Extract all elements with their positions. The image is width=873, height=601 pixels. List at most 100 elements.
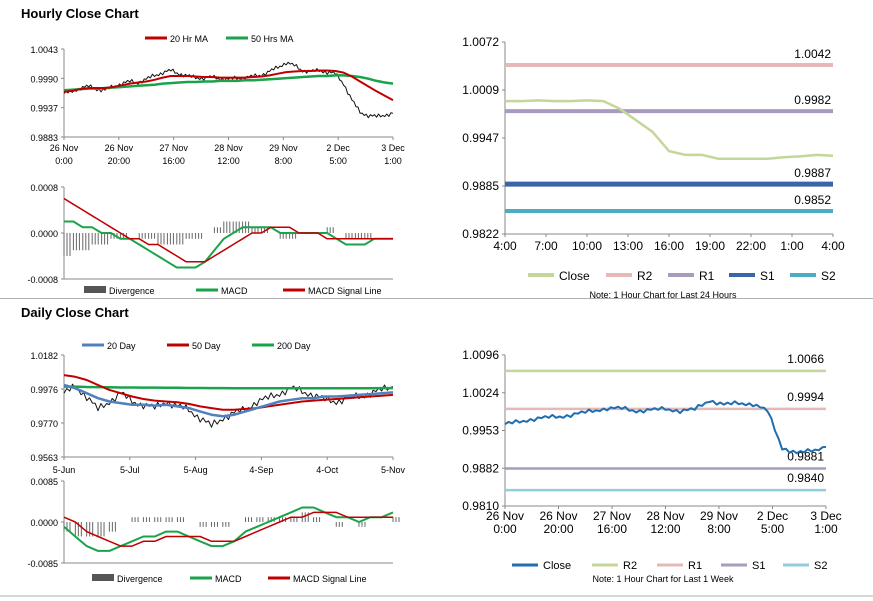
daily-macd-ytick-label: -0.0085 [27,559,58,569]
hourly-levels-legend-label: S2 [821,269,836,283]
daily-levels-note: Note: 1 Hour Chart for Last 1 Week [593,574,734,584]
daily-price-legend-label: 50 Day [192,341,221,351]
daily-macd-legend-label: Divergence [117,574,163,584]
hourly-close-line [63,61,394,119]
daily-price-xtick-label: 4-Sep [249,465,273,475]
hourly-price-ytick-label: 0.9937 [30,104,58,114]
hourly-price-xtick-label: 28 Nov [214,143,243,153]
daily-levels-ytick-label: 0.9953 [462,424,499,438]
daily-price-ytick-label: 0.9563 [30,453,58,463]
hourly-ma50-line [63,74,394,92]
hourly-levels-note: Note: 1 Hour Chart for Last 24 Hours [589,290,737,300]
hourly-price-xtick-label: 29 Nov [269,143,298,153]
daily-macd-legend-swatch [92,574,114,581]
daily-macd-ytick-label: 0.0085 [30,477,58,487]
hourly-levels-xtick-label: 10:00 [572,239,602,253]
hourly-signal-line [63,197,393,263]
hourly-level-s2-label: 0.9852 [794,193,831,207]
hourly-macd-legend-swatch [84,286,106,293]
hourly-price-xtick-label: 8:00 [275,156,293,166]
hourly-macd-ytick-label: 0.0008 [30,183,58,193]
daily-ma50-line [63,374,394,411]
hourly-levels-xtick-label: 22:00 [736,239,766,253]
hourly-price-xtick-label: 3 Dec [381,143,405,153]
hourly-price-legend-label: 20 Hr MA [170,34,208,44]
daily-level-s2-label: 0.9840 [787,471,824,485]
hourly-levels-xtick-label: 7:00 [534,239,558,253]
hourly-section-title: Hourly Close Chart [21,6,139,21]
daily-price-ytick-label: 0.9976 [30,385,58,395]
hourly-levels-close-line [505,99,834,160]
daily-levels-xtick-label: 2 Dec [757,509,788,523]
hourly-levels-legend-label: Close [559,269,590,283]
hourly-macd-legend-label: MACD [221,286,248,296]
daily-levels-xtick-label: 8:00 [707,522,731,536]
hourly-level-s1-label: 0.9887 [794,166,831,180]
daily-price-legend-label: 200 Day [277,341,311,351]
daily-price-ytick-label: 1.0182 [30,351,58,361]
daily-levels-xtick-label: 12:00 [650,522,680,536]
hourly-levels-ytick-label: 0.9885 [462,179,499,193]
daily-levels-xtick-label: 29 Nov [700,509,738,523]
hourly-macd-line [64,220,393,269]
daily-price-ytick-label: 0.9770 [30,419,58,429]
hourly-price-xtick-label: 12:00 [217,156,240,166]
daily-macd-ytick-label: 0.0000 [30,518,58,528]
hourly-levels-ytick-label: 1.0009 [462,83,499,97]
daily-levels-xtick-label: 5:00 [761,522,785,536]
hourly-levels-ytick-label: 0.9822 [462,227,499,241]
hourly-levels-ytick-label: 0.9947 [462,131,499,145]
daily-levels-xtick-label: 28 Nov [646,509,684,523]
hourly-price-xtick-label: 5:00 [329,156,347,166]
daily-levels-xtick-label: 20:00 [543,522,573,536]
hourly-price-xtick-label: 26 Nov [50,143,79,153]
daily-levels-ytick-label: 0.9882 [462,461,499,475]
daily-levels-ytick-label: 1.0024 [462,386,499,400]
daily-levels-xtick-label: 26 Nov [539,509,577,523]
daily-price-xtick-label: 5-Jul [120,465,140,475]
section-divider [0,298,873,299]
hourly-levels-legend-label: R1 [699,269,715,283]
daily-levels-legend-label: S2 [814,560,827,572]
hourly-levels-ytick-label: 1.0072 [462,35,499,49]
hourly-macd-ytick-label: 0.0000 [30,229,58,239]
hourly-price-xtick-label: 16:00 [162,156,185,166]
daily-levels-legend-label: R1 [688,560,702,572]
hourly-levels-xtick-label: 4:00 [821,239,845,253]
daily-levels-ytick-label: 1.0096 [462,348,499,362]
daily-price-xtick-label: 5-Nov [381,465,406,475]
hourly-price-xtick-label: 27 Nov [159,143,188,153]
hourly-price-legend-label: 50 Hrs MA [251,34,294,44]
daily-levels-xtick-label: 26 Nov [486,509,524,523]
daily-price-xtick-label: 5-Aug [184,465,208,475]
hourly-levels-xtick-label: 13:00 [613,239,643,253]
daily-price-xtick-label: 4-Oct [316,465,339,475]
daily-price-legend-label: 20 Day [107,341,136,351]
daily-level-r1-label: 0.9994 [787,390,824,404]
daily-section-title: Daily Close Chart [21,305,129,320]
daily-levels-xtick-label: 3 Dec [810,509,841,523]
hourly-price-ytick-label: 0.9883 [30,133,58,143]
hourly-levels-xtick-label: 4:00 [493,239,517,253]
daily-levels-ytick-label: 0.9810 [462,499,499,513]
daily-levels-xtick-label: 1:00 [814,522,838,536]
daily-macd-legend-label: MACD [215,574,242,584]
daily-levels-legend-label: S1 [752,560,765,572]
daily-levels-xtick-label: 27 Nov [593,509,631,523]
hourly-level-r2-label: 1.0042 [794,47,831,61]
hourly-ma20-line [63,69,394,101]
hourly-levels-xtick-label: 1:00 [780,239,804,253]
hourly-levels-xtick-label: 16:00 [654,239,684,253]
hourly-level-r1-label: 0.9982 [794,93,831,107]
daily-ma20-line [63,383,394,418]
hourly-macd-legend-label: MACD Signal Line [308,286,382,296]
daily-ma200-line [64,385,393,390]
hourly-price-xtick-label: 2 Dec [326,143,350,153]
hourly-levels-legend-label: R2 [637,269,653,283]
daily-macd-line [63,506,394,552]
hourly-price-xtick-label: 26 Nov [105,143,134,153]
hourly-price-xtick-label: 20:00 [108,156,131,166]
hourly-price-ytick-label: 0.9990 [30,74,58,84]
daily-levels-xtick-label: 16:00 [597,522,627,536]
